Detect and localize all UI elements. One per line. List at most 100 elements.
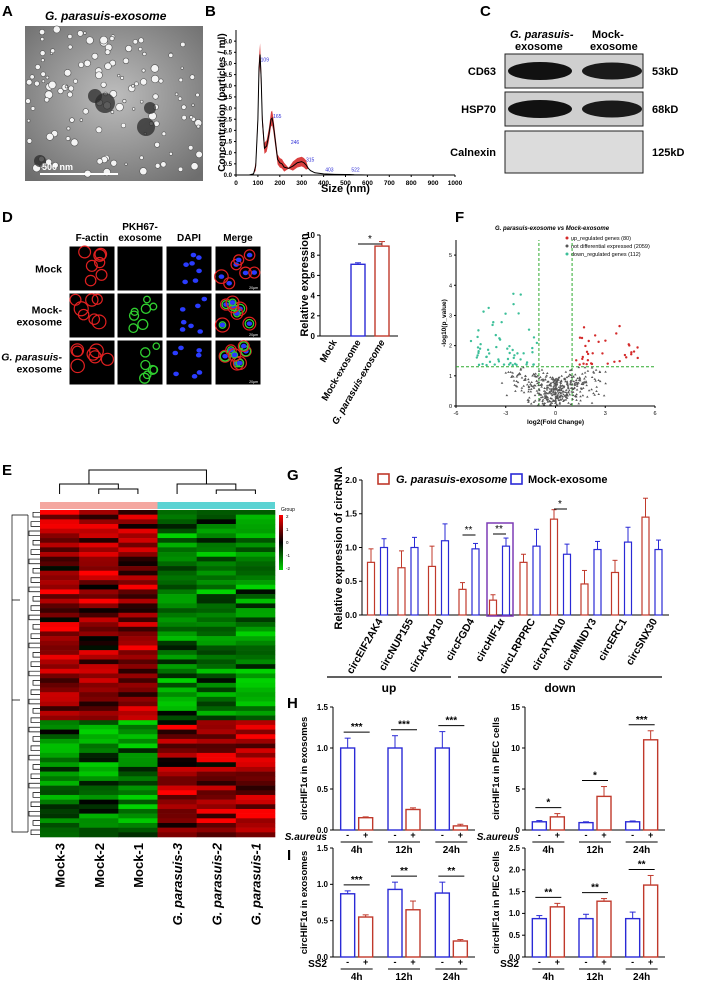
vesicle	[181, 115, 187, 121]
point-ns	[553, 399, 556, 402]
heatmap-cell	[118, 696, 158, 702]
point-ns	[545, 384, 549, 387]
heatmap-cell	[235, 808, 276, 814]
heatmap-cell	[196, 776, 237, 782]
heatmap-cell	[157, 706, 197, 712]
point-down	[525, 363, 528, 366]
y-axis-label: -log10(p_value)	[441, 299, 448, 347]
heatmap-cell	[118, 818, 158, 824]
heatmap-cell	[196, 659, 237, 665]
dapi-nucleus	[196, 268, 202, 274]
point-up	[615, 332, 618, 335]
point-ns	[504, 371, 508, 374]
dapi-nucleus	[180, 319, 187, 325]
point-ns	[552, 384, 556, 387]
point-down	[516, 352, 519, 355]
heatmap-cell	[79, 790, 119, 796]
heatmap-cell	[157, 790, 197, 796]
heatmap-cell	[196, 762, 237, 768]
vesicle	[34, 80, 40, 87]
heatmap-cell	[196, 818, 237, 824]
heatmap-cell	[40, 612, 80, 618]
point-ns	[519, 367, 523, 370]
point-ns	[571, 390, 575, 393]
heatmap-cell	[157, 743, 197, 749]
y-axis-label: Relative expression	[299, 233, 311, 337]
point-up	[618, 324, 621, 328]
point-down	[485, 355, 488, 359]
point-ns	[529, 402, 533, 405]
y-tick-label: 1.0	[317, 880, 329, 889]
heatmap-cell	[118, 743, 158, 749]
bar	[578, 821, 594, 831]
heatmap-cell	[118, 589, 158, 595]
color-scale-label: -2	[286, 566, 290, 571]
aggregate	[144, 102, 156, 114]
actin-cell	[88, 350, 102, 364]
point-ns	[553, 381, 557, 384]
heatmap-cell	[157, 808, 197, 814]
actin-cell	[91, 314, 107, 330]
point-ns	[515, 375, 519, 378]
point-ns	[537, 387, 541, 390]
heatmap-cell	[40, 640, 80, 646]
heatmap-cell	[79, 514, 119, 520]
y-tick-label: 0.0	[345, 610, 357, 620]
heatmap-cell	[79, 780, 119, 786]
significance-label: ***	[445, 716, 457, 727]
point-ns	[594, 368, 598, 371]
point-ns	[549, 381, 553, 384]
y-axis-label: circHIF1α in PIEC cells	[491, 851, 502, 954]
y-tick-label: 2.0	[509, 866, 521, 875]
point-down	[491, 323, 494, 327]
heatmap-cell	[118, 561, 158, 567]
point-ns	[567, 401, 570, 404]
heatmap-cell	[40, 514, 80, 520]
aggregate	[34, 155, 46, 167]
point-ns	[524, 377, 527, 380]
heatmap-cell	[196, 598, 237, 604]
point-ns	[559, 394, 563, 397]
heatmap-cell	[196, 682, 237, 688]
point-ns	[518, 373, 522, 376]
y-axis-label: circHIF1α in exosomes	[299, 851, 310, 955]
bar	[501, 545, 511, 616]
pkh67-signal	[143, 295, 151, 304]
point-ns	[536, 374, 539, 377]
bar	[387, 747, 403, 831]
x-tick-label: 0	[234, 180, 238, 187]
vesicle	[141, 68, 146, 73]
heatmap-cell	[235, 575, 276, 581]
legend-marker	[565, 236, 569, 240]
bar	[531, 821, 548, 831]
heatmap-cell	[157, 715, 197, 721]
heatmap-cell	[118, 547, 158, 553]
heatmap-cell	[40, 766, 80, 772]
heatmap-cell	[235, 673, 276, 679]
point-ns	[569, 403, 573, 406]
heatmap-cell	[157, 720, 197, 726]
point-ns	[544, 375, 548, 378]
y-tick-label: 2	[311, 312, 316, 321]
heatmap-cell	[79, 804, 119, 810]
heatmap-cell	[79, 748, 119, 754]
y-tick-label: 1.0	[224, 151, 233, 157]
actin-cell	[95, 268, 108, 281]
tem-image: 500 nm	[25, 25, 203, 181]
confocal-row-label: exosome	[16, 364, 62, 376]
heatmap-cell	[118, 514, 158, 520]
vesicle	[39, 29, 46, 36]
y-tick-label: 0.5	[317, 785, 329, 794]
pkh67-signal	[130, 307, 139, 316]
heatmap-cell	[40, 584, 80, 590]
heatmap-cell	[79, 766, 119, 772]
point-down	[486, 348, 490, 352]
point-ns	[602, 394, 606, 397]
x-tick-label: 0	[554, 411, 557, 417]
y-axis-label: circHIF1α in exosomes	[299, 717, 310, 821]
panel-letter-d: D	[2, 209, 13, 226]
panel-letter-c: C	[480, 3, 491, 20]
point-ns	[526, 398, 530, 401]
vesicle	[78, 61, 85, 68]
vesicle	[139, 167, 148, 176]
